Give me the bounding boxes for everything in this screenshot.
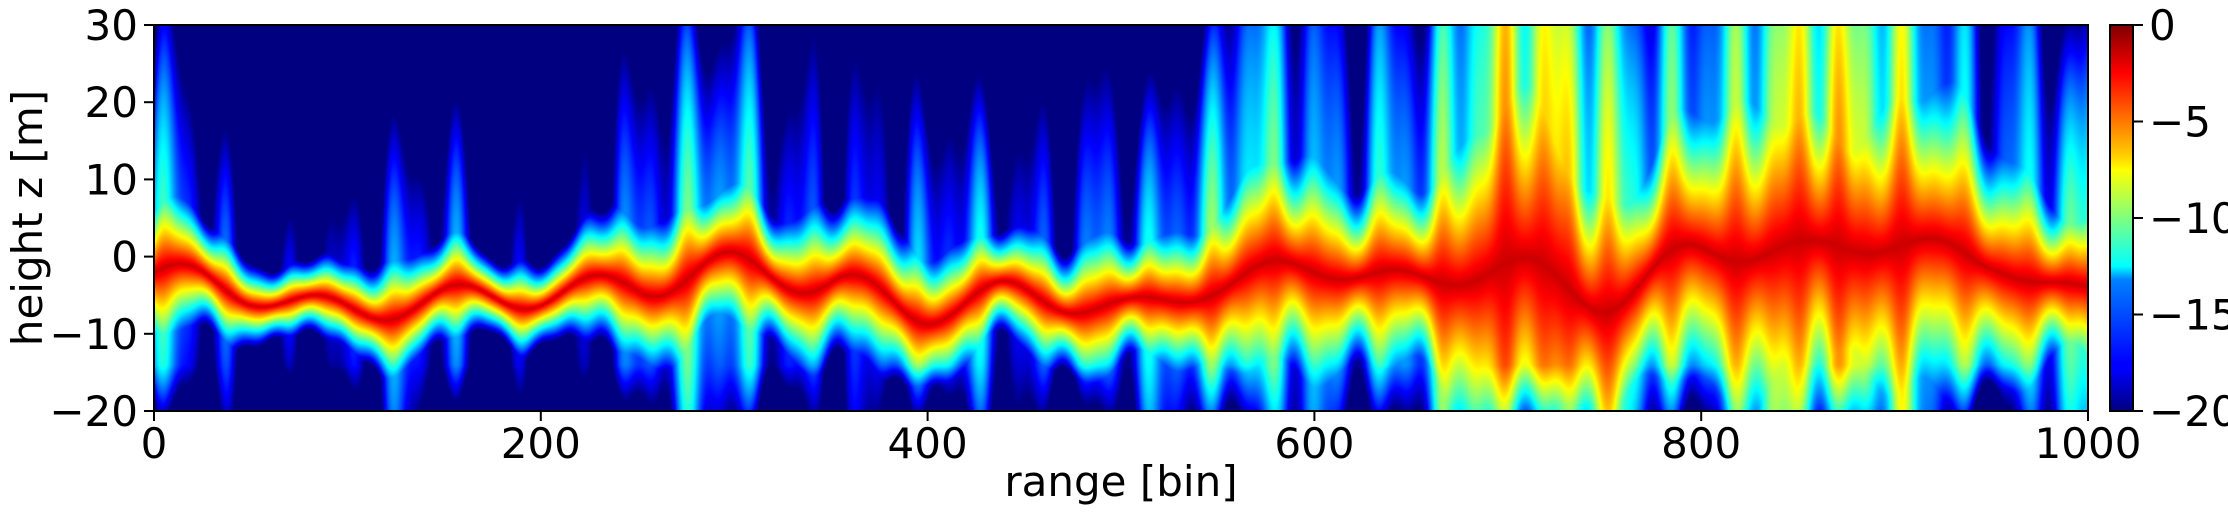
y-tick-label: 20 bbox=[85, 78, 138, 127]
x-tick-label: 600 bbox=[1274, 419, 1354, 468]
heatmap-raster-container bbox=[154, 25, 2088, 411]
y-tick-label: −10 bbox=[49, 310, 138, 359]
colorbar-tick-label: 0 bbox=[2149, 1, 2176, 50]
colorbar-gradient bbox=[2109, 24, 2134, 412]
y-tick-label: 0 bbox=[111, 233, 138, 282]
colorbar-tick-label: −15 bbox=[2149, 291, 2228, 340]
x-axis-label: range [bin] bbox=[1004, 457, 1237, 506]
y-tick-label: 30 bbox=[85, 1, 138, 50]
x-tick-label: 1000 bbox=[2035, 419, 2142, 468]
y-tick-label: 10 bbox=[85, 155, 138, 204]
plot-frame bbox=[153, 24, 2089, 412]
x-tick-label: 200 bbox=[501, 419, 581, 468]
colorbar-tick-label: −20 bbox=[2149, 387, 2228, 436]
heatmap-raster bbox=[154, 25, 2088, 411]
x-tick-label: 800 bbox=[1661, 419, 1741, 468]
colorbar-tick-label: −10 bbox=[2149, 194, 2228, 243]
colorbar: 0 −5 −10 −15 −20 bbox=[2109, 1, 2228, 436]
colorbar-ticks: 0 −5 −10 −15 −20 bbox=[2133, 1, 2228, 436]
y-axis: 30 20 10 0 −10 −20 bbox=[49, 1, 154, 436]
x-tick-label: 0 bbox=[141, 419, 168, 468]
x-axis: 0 200 400 600 800 1000 bbox=[141, 411, 2142, 468]
plot-area bbox=[153, 24, 2089, 412]
y-axis-label: height z [m] bbox=[3, 90, 52, 346]
y-tick-label: −20 bbox=[49, 387, 138, 436]
colorbar-tick-label: −5 bbox=[2149, 98, 2211, 147]
x-tick-label: 400 bbox=[888, 419, 968, 468]
